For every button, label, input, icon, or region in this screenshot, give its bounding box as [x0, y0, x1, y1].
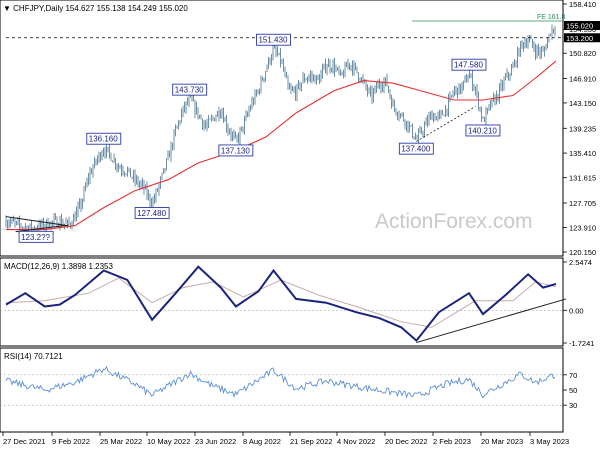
- pivot-label-text: 123.2??: [21, 233, 50, 242]
- rsi-panel-frame: [0, 347, 564, 433]
- x-tick-label: 10 May 2022: [147, 437, 190, 446]
- rsi-title: RSI(14) 70.7121: [4, 352, 63, 361]
- macd-tick-label: -1.7241: [569, 339, 594, 348]
- moving-average-line: [6, 60, 557, 231]
- macd-y-ticks: 2.5474 0.00 -1.7241: [563, 258, 594, 348]
- price-tick-label: 135.410: [569, 149, 596, 158]
- price-tick-label: 131.615: [569, 174, 596, 183]
- rsi-tick-label: 70: [569, 371, 577, 380]
- pivot-label-text: 147.580: [454, 61, 483, 70]
- pivot-labels: 136.160 127.480 143.730 137.130 151.430 137.4…: [18, 33, 501, 243]
- price-tick-label: 139.235: [569, 124, 596, 133]
- x-tick-label: 20 Mar 2023: [481, 437, 523, 446]
- x-tick-label: 20 Dec 2022: [385, 437, 428, 446]
- x-tick-label: 3 May 2023: [530, 437, 569, 446]
- rsi-tick-label: 50: [569, 386, 577, 395]
- macd-panel-frame: [0, 257, 564, 347]
- price-tick-label: 143.150: [569, 99, 596, 108]
- macd-tick-label: 2.5474: [569, 258, 592, 267]
- x-tick-label: 9 Feb 2022: [52, 437, 90, 446]
- current-price-badge: [564, 20, 600, 30]
- pivot-label-box: [465, 124, 501, 137]
- x-tick-label: 8 Aug 2022: [243, 437, 281, 446]
- price-tick-label: 158.410: [569, 0, 596, 9]
- watermark: ActionForex.com: [375, 210, 533, 233]
- macd-tick-label: 0.00: [569, 306, 584, 315]
- dropdown-arrow-icon: ▼: [3, 4, 13, 13]
- rsi-line: [5, 365, 556, 399]
- price-tick-label: 146.910: [569, 75, 596, 84]
- candles: [5, 24, 556, 236]
- current-price-label: 155.020: [566, 21, 593, 30]
- pivot-label-box: [86, 132, 122, 145]
- pivot-label-text: 137.400: [401, 145, 430, 154]
- macd-line: [5, 265, 557, 343]
- x-tick-label: 25 Mar 2022: [100, 437, 142, 446]
- pivot-label-text: 151.430: [258, 36, 287, 45]
- level-badge: [564, 33, 600, 43]
- triangle-lower-line: [15, 224, 69, 233]
- pivot-label-box: [18, 230, 54, 243]
- support-line: [416, 106, 476, 142]
- triangle-upper-line: [5, 216, 69, 227]
- pivot-label-box: [451, 58, 487, 71]
- pivot-label-box: [134, 207, 170, 219]
- x-tick-label: 4 Nov 2022: [337, 437, 375, 446]
- macd-title: MACD(12,26,9) 1.3898 1.2353: [4, 262, 114, 271]
- x-tick-label: 21 Sep 2022: [290, 437, 333, 446]
- pivot-label-box: [398, 142, 434, 155]
- pivot-label-box: [218, 144, 254, 157]
- level-badge-label: 153.200: [566, 34, 593, 43]
- x-axis: 27 Dec 2021 9 Feb 2022 25 Mar 2022 10 May 2…: [2, 432, 569, 446]
- x-tick-label: 27 Dec 2021: [3, 437, 46, 446]
- x-tick-label: 2 Feb 2023: [433, 437, 471, 446]
- pivot-label-text: 140.210: [468, 126, 497, 135]
- price-tick-label: 150.820: [569, 49, 596, 58]
- price-tick-label: 123.910: [569, 224, 596, 233]
- pivot-label-box: [256, 33, 291, 46]
- rsi-tick-label: 30: [569, 401, 577, 410]
- fe-label: FE 161.8: [537, 14, 566, 21]
- pivot-label-text: 136.160: [89, 135, 118, 144]
- pivot-label-text: 143.730: [175, 86, 204, 95]
- pivot-label-text: 127.480: [137, 209, 166, 218]
- price-tick-label: 127.705: [569, 199, 596, 208]
- chart-title: ▼ CHFJPY,Daily 154.627 155.138 154.249 1…: [3, 4, 188, 13]
- macd-trendline: [416, 298, 567, 344]
- pivot-label-box: [172, 83, 208, 96]
- ohlc-readout: 154.627 155.138 154.249 155.020: [65, 4, 188, 13]
- pivot-label-text: 137.130: [221, 146, 250, 155]
- symbol-label: CHFJPY,Daily: [13, 4, 63, 13]
- price-tick-label: 120.150: [569, 248, 596, 257]
- x-tick-label: 23 Jun 2022: [195, 437, 236, 446]
- rsi-y-ticks: 70 50 30: [563, 371, 577, 410]
